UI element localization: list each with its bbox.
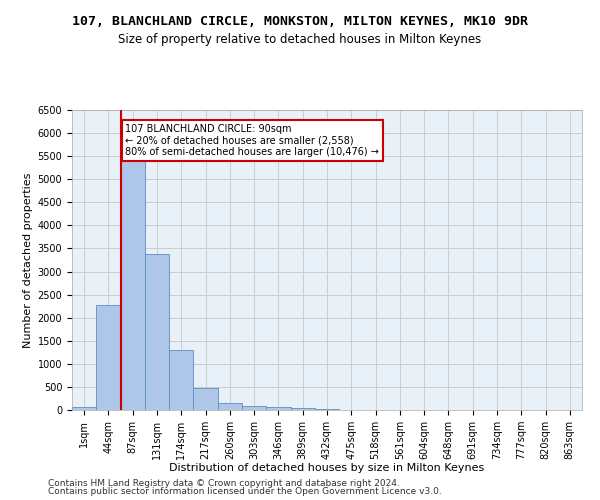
Text: Contains public sector information licensed under the Open Government Licence v3: Contains public sector information licen… bbox=[48, 487, 442, 496]
Bar bbox=[290, 408, 315, 410]
Y-axis label: Number of detached properties: Number of detached properties bbox=[23, 172, 34, 348]
Text: 107, BLANCHLAND CIRCLE, MONKSTON, MILTON KEYNES, MK10 9DR: 107, BLANCHLAND CIRCLE, MONKSTON, MILTON… bbox=[72, 15, 528, 28]
Bar bbox=[169, 350, 193, 410]
Bar bbox=[266, 407, 290, 410]
Bar bbox=[145, 254, 169, 410]
Text: 107 BLANCHLAND CIRCLE: 90sqm
← 20% of detached houses are smaller (2,558)
80% of: 107 BLANCHLAND CIRCLE: 90sqm ← 20% of de… bbox=[125, 124, 379, 157]
Bar bbox=[218, 402, 242, 410]
Text: Size of property relative to detached houses in Milton Keynes: Size of property relative to detached ho… bbox=[118, 32, 482, 46]
Bar bbox=[121, 158, 145, 410]
Text: Contains HM Land Registry data © Crown copyright and database right 2024.: Contains HM Land Registry data © Crown c… bbox=[48, 478, 400, 488]
X-axis label: Distribution of detached houses by size in Milton Keynes: Distribution of detached houses by size … bbox=[169, 464, 485, 473]
Bar bbox=[315, 409, 339, 410]
Bar bbox=[96, 305, 121, 410]
Bar bbox=[72, 407, 96, 410]
Bar bbox=[193, 388, 218, 410]
Bar bbox=[242, 406, 266, 410]
